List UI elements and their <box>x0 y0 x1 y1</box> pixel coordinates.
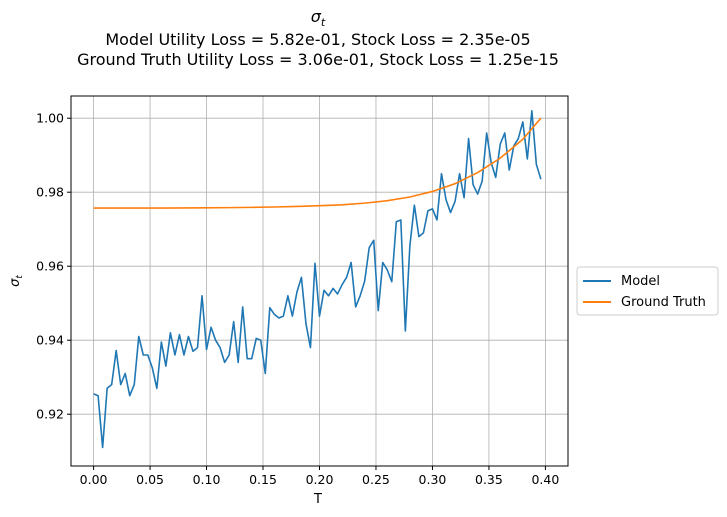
y-tick-label: 0.96 <box>36 259 64 274</box>
chart-title-symbol-sub: t <box>321 16 326 29</box>
x-tick-label: 0.20 <box>306 472 334 487</box>
x-tick-label: 0.25 <box>362 472 390 487</box>
legend-box <box>576 266 719 316</box>
series-line-ground-truth <box>93 117 542 209</box>
series-layer <box>93 110 542 449</box>
y-tick-label: 0.94 <box>36 333 64 348</box>
y-axis-label-sub: t <box>15 275 25 279</box>
x-axis-label: T <box>313 492 322 507</box>
y-axis-label: σt <box>8 275 25 287</box>
chart-title-symbol: σt <box>311 7 326 29</box>
y-tick-label: 0.98 <box>36 185 64 200</box>
y-tick-label: 0.92 <box>36 407 64 422</box>
chart-title-line-1: Model Utility Loss = 5.82e-01, Stock Los… <box>105 30 530 49</box>
y-ticks: 0.92 0.94 0.96 0.98 1.00 <box>36 111 71 422</box>
x-tick-label: 0.30 <box>419 472 447 487</box>
x-tick-label: 0.00 <box>80 472 108 487</box>
x-tick-label: 0.05 <box>136 472 164 487</box>
legend: Model Ground Truth <box>576 266 719 316</box>
series-line-model <box>93 110 542 449</box>
grid <box>71 96 568 466</box>
x-tick-label: 0.15 <box>249 472 277 487</box>
x-tick-label: 0.40 <box>531 472 559 487</box>
y-tick-label: 1.00 <box>36 111 64 126</box>
x-tick-label: 0.10 <box>193 472 221 487</box>
chart-title-line-2: Ground Truth Utility Loss = 3.06e-01, St… <box>77 50 559 69</box>
legend-label-ground-truth: Ground Truth <box>621 295 706 310</box>
x-ticks: 0.00 0.05 0.10 0.15 0.20 0.25 0.30 0.35 0.40 <box>80 466 559 487</box>
legend-label-model: Model <box>621 274 660 289</box>
x-tick-label: 0.35 <box>475 472 503 487</box>
